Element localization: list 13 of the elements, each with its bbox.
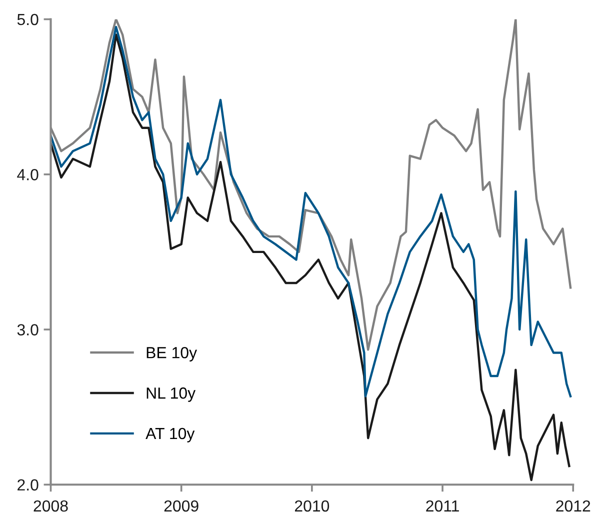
y-tick-label: 5.0 [17,14,38,26]
y-tick-label: 4.0 [17,169,38,180]
legend-label: AT 10y [146,428,195,442]
legend-label: BE 10y [146,346,198,362]
x-tick-label: 2011 [426,500,459,512]
y-tick-label: 3.0 [17,324,38,336]
x-tick-label: 2012 [556,500,590,512]
x-tick-label: 2009 [164,500,198,512]
y-tick-label: 2.0 [18,479,38,491]
line-series [50,34,570,482]
legend-label: NL 10y [146,387,196,402]
x-tick-label: 2010 [294,500,330,512]
x-tick-label: 2008 [34,500,68,512]
